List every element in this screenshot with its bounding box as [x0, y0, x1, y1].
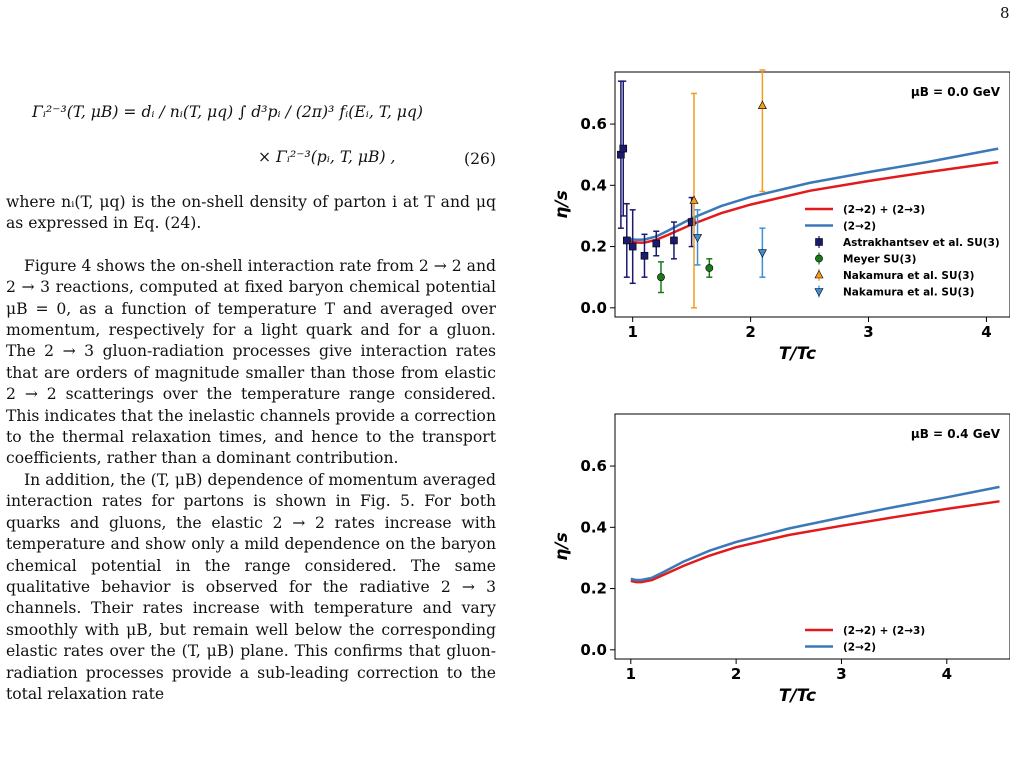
data-marker-square: [622, 236, 631, 245]
data-marker-square: [670, 236, 678, 245]
equation-line-1: Γᵢ²⁻³(T, μB) = dᵢ / nᵢ(T, μq) ∫ d³pᵢ / (…: [32, 103, 423, 121]
data-marker-triangle-up: [689, 195, 699, 204]
data-marker-triangle-down: [757, 249, 767, 258]
y-tick-label: 0.0: [580, 299, 607, 317]
x-axis-label: T/Tc: [779, 344, 816, 364]
y-tick-label: 0.2: [580, 238, 607, 256]
x-tick-label: 1: [626, 665, 636, 683]
x-tick-label: 3: [863, 323, 873, 341]
legend-marker: [814, 269, 824, 279]
figure: 1 2 3 4 0.0 0.2 0.4 0.6 T/Tc η/s μB = 0.0 GeV (2→2)…: [540, 62, 1011, 756]
text-column: Γᵢ²⁻³(T, μB) = dᵢ / nᵢ(T, μq) ∫ d³pᵢ / (…: [6, 92, 496, 705]
legend-label: Meyer SU(3): [843, 254, 916, 266]
paragraph-1: where nᵢ(T, μq) is the on-shell density …: [6, 193, 496, 233]
x-tick-label: 1: [627, 323, 637, 341]
plot-frame: [614, 413, 1011, 660]
legend-label: (2→2): [843, 221, 876, 233]
data-marker-square: [687, 218, 696, 226]
paragraph-2: Figure 4 shows the on-shell interaction …: [6, 256, 496, 468]
mu-b-annotation: μB = 0.0 GeV: [911, 85, 1001, 99]
legend-label: Nakamura et al. SU(3): [843, 270, 974, 282]
chart-panel-1: 1 2 3 4 0.0 0.2 0.4 0.6 T/Tc η/s μB = 0.0 GeV (2→2)…: [552, 69, 1011, 364]
y-tick-label: 0.0: [580, 641, 607, 659]
paragraph-3: In addition, the (T, μB) dependence of m…: [6, 470, 496, 703]
x-tick-label: 2: [745, 323, 755, 341]
x-tick-label: 4: [942, 665, 952, 683]
series-line-2: [630, 485, 1000, 582]
page-number: 8: [1000, 4, 1010, 22]
data-marker-square: [652, 239, 661, 248]
data-marker-circle: [705, 264, 714, 272]
equation-line-2: × Γᵢ²⁻³(pᵢ, T, μB) ,: [258, 148, 396, 166]
x-tick-label: 2: [731, 665, 741, 683]
legend-label: (2→2): [843, 642, 876, 654]
y-axis-label: η/s: [552, 190, 572, 218]
x-tick-label: 3: [836, 665, 846, 683]
figure-svg: 1 2 3 4 0.0 0.2 0.4 0.6 T/Tc η/s μB = 0.0 GeV (2→2)…: [552, 69, 1011, 706]
series-line-1: [626, 161, 999, 244]
data-marker-circle: [657, 273, 665, 282]
data-marker-triangle-down: [693, 234, 703, 243]
series-line-1: [630, 500, 1000, 584]
equation-number: (26): [463, 150, 496, 168]
y-tick-label: 0.4: [580, 518, 607, 536]
data-marker-square: [628, 242, 637, 251]
y-tick-label: 0.6: [580, 115, 607, 133]
legend-label: (2→2) + (2→3): [843, 204, 925, 216]
legend-marker: [815, 238, 823, 246]
legend-label: Astrakhantsev et al. SU(3): [843, 237, 1000, 249]
chart-panel-2: 1 2 3 4 0.0 0.2 0.4 0.6 T/Tc η/s μB = 0.4 GeV (2→2)…: [552, 413, 1011, 706]
data-marker-triangle-up: [757, 100, 767, 109]
data-marker-square: [640, 251, 649, 260]
legend-label: (2→2) + (2→3): [843, 625, 925, 637]
mu-b-annotation: μB = 0.4 GeV: [911, 427, 1001, 441]
data-marker-square: [619, 144, 628, 153]
y-tick-label: 0.6: [580, 457, 607, 475]
legend-marker: [814, 288, 824, 297]
legend-label: Nakamura et al. SU(3): [843, 287, 974, 299]
y-tick-label: 0.2: [580, 580, 607, 598]
equation-26: Γᵢ²⁻³(T, μB) = dᵢ / nᵢ(T, μq) ∫ d³pᵢ / (…: [6, 92, 496, 192]
x-tick-label: 4: [981, 323, 991, 341]
x-axis-label: T/Tc: [779, 686, 816, 706]
y-axis-label: η/s: [552, 532, 572, 560]
legend-marker: [815, 254, 823, 263]
y-tick-label: 0.4: [580, 176, 607, 194]
